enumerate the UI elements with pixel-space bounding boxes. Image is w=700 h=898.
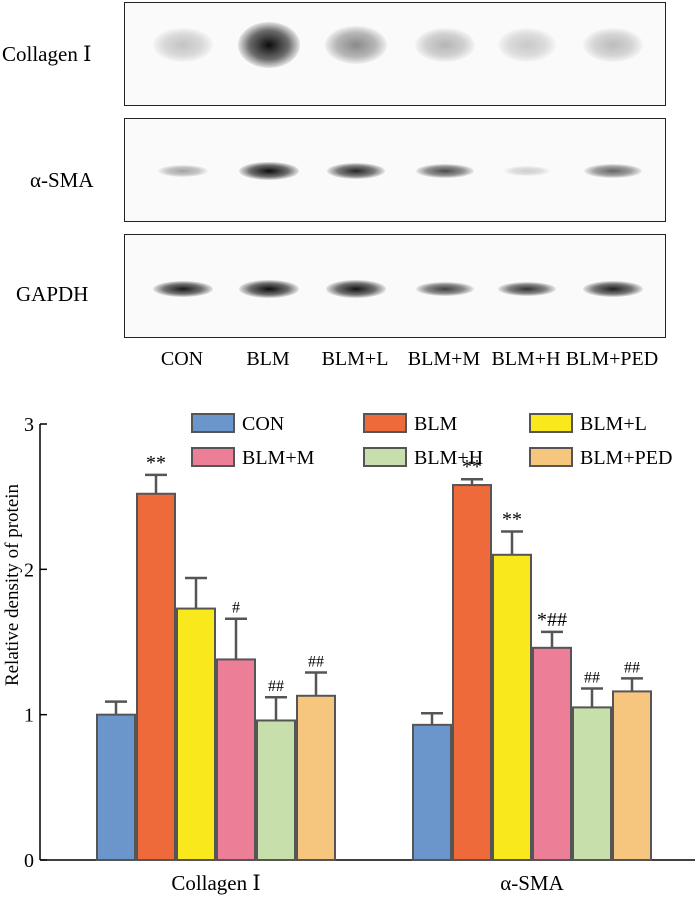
- x-tick-label: Collagen Ⅰ: [171, 871, 260, 895]
- significance-label: ##: [268, 678, 284, 695]
- legend-label: CON: [242, 413, 284, 435]
- bar: [412, 723, 452, 861]
- lane-label-blm-ped: BLM+PED: [565, 348, 659, 370]
- lane-label-blm-h: BLM+H: [491, 348, 561, 370]
- blot-band: [158, 165, 208, 177]
- y-axis-label: Relative density of protein: [2, 483, 23, 686]
- y-tick-label: 3: [24, 414, 34, 436]
- bar: [216, 658, 256, 861]
- chart-bars: **#####*****######: [96, 452, 652, 862]
- y-tick-label: 1: [24, 705, 34, 727]
- legend-label: BLM: [414, 413, 458, 435]
- significance-label: **: [146, 452, 166, 474]
- blot-band: [416, 282, 474, 296]
- blot-band: [415, 28, 475, 62]
- bar: [492, 553, 532, 862]
- significance-label: ##: [308, 654, 324, 671]
- significance-label: *##: [537, 609, 567, 631]
- lane-label-blm-l: BLM+L: [321, 348, 389, 370]
- blot-band: [583, 28, 643, 62]
- legend-label: BLM+L: [580, 413, 647, 435]
- bar: [612, 690, 652, 861]
- bar: [532, 646, 572, 861]
- legend-swatch: [363, 447, 407, 467]
- lane-label-con: CON: [160, 348, 204, 370]
- chart-legend: CON BLM BLM+L BLM+M BLM+H BLM+PED: [191, 413, 672, 469]
- legend-swatch: [191, 447, 235, 467]
- blot-band: [504, 166, 550, 176]
- blot-row-label-collagen: Collagen Ⅰ: [2, 42, 92, 66]
- blot-row-label-gapdh: GAPDH: [16, 282, 89, 306]
- blot-band: [498, 282, 556, 296]
- blot-gapdh: [124, 234, 666, 338]
- lane-label-blm-m: BLM+M: [407, 348, 481, 370]
- blot-band: [498, 28, 556, 62]
- blot-row-label-sma: α-SMA: [30, 168, 94, 192]
- legend-label: BLM+PED: [580, 447, 672, 469]
- lane-label-blm: BLM: [246, 348, 290, 370]
- blot-band: [238, 22, 300, 68]
- legend-label: BLM+M: [242, 447, 315, 469]
- bar-chart: CON BLM BLM+L BLM+M BLM+H BLM+PED 0 1 2 3 Collage…: [2, 413, 695, 895]
- blot-band: [239, 162, 299, 180]
- blot-band: [583, 281, 643, 297]
- significance-label: #: [232, 600, 240, 617]
- significance-label: **: [462, 456, 482, 478]
- blot-band: [325, 26, 387, 64]
- bar: [296, 694, 336, 862]
- blot-band: [153, 28, 213, 62]
- legend-label: BLM+H: [414, 447, 483, 469]
- blot-band: [327, 163, 385, 179]
- legend-swatch: [529, 447, 573, 467]
- legend-swatch: [363, 413, 407, 433]
- bar: [136, 492, 176, 861]
- significance-label: **: [502, 509, 522, 531]
- y-tick-label: 2: [24, 559, 34, 581]
- bar: [452, 484, 492, 861]
- x-tick-label: α-SMA: [500, 871, 564, 895]
- bar: [96, 713, 136, 861]
- blot-sma: [124, 118, 666, 222]
- blot-collagen: [124, 2, 666, 106]
- blot-band: [584, 164, 642, 178]
- bar: [176, 607, 216, 861]
- blot-band: [326, 280, 386, 298]
- bar: [572, 706, 612, 861]
- significance-label: ##: [584, 670, 600, 687]
- legend-swatch: [191, 413, 235, 433]
- y-tick-label: 0: [24, 850, 34, 872]
- blot-band: [416, 164, 474, 178]
- bar: [256, 719, 296, 862]
- legend-swatch: [529, 413, 573, 433]
- blot-band: [239, 280, 299, 298]
- blot-band: [153, 281, 213, 297]
- significance-label: ##: [624, 659, 640, 676]
